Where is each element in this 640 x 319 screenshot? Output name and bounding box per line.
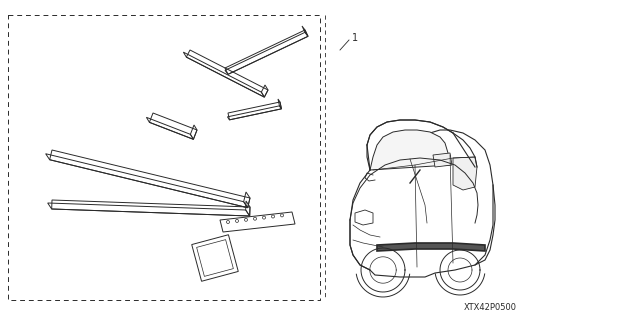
Polygon shape: [350, 130, 495, 277]
Text: XTX42P0500: XTX42P0500: [463, 303, 516, 313]
Polygon shape: [433, 153, 452, 167]
Polygon shape: [370, 130, 450, 170]
Polygon shape: [453, 157, 477, 190]
Polygon shape: [377, 243, 485, 251]
Text: 1: 1: [352, 33, 358, 43]
